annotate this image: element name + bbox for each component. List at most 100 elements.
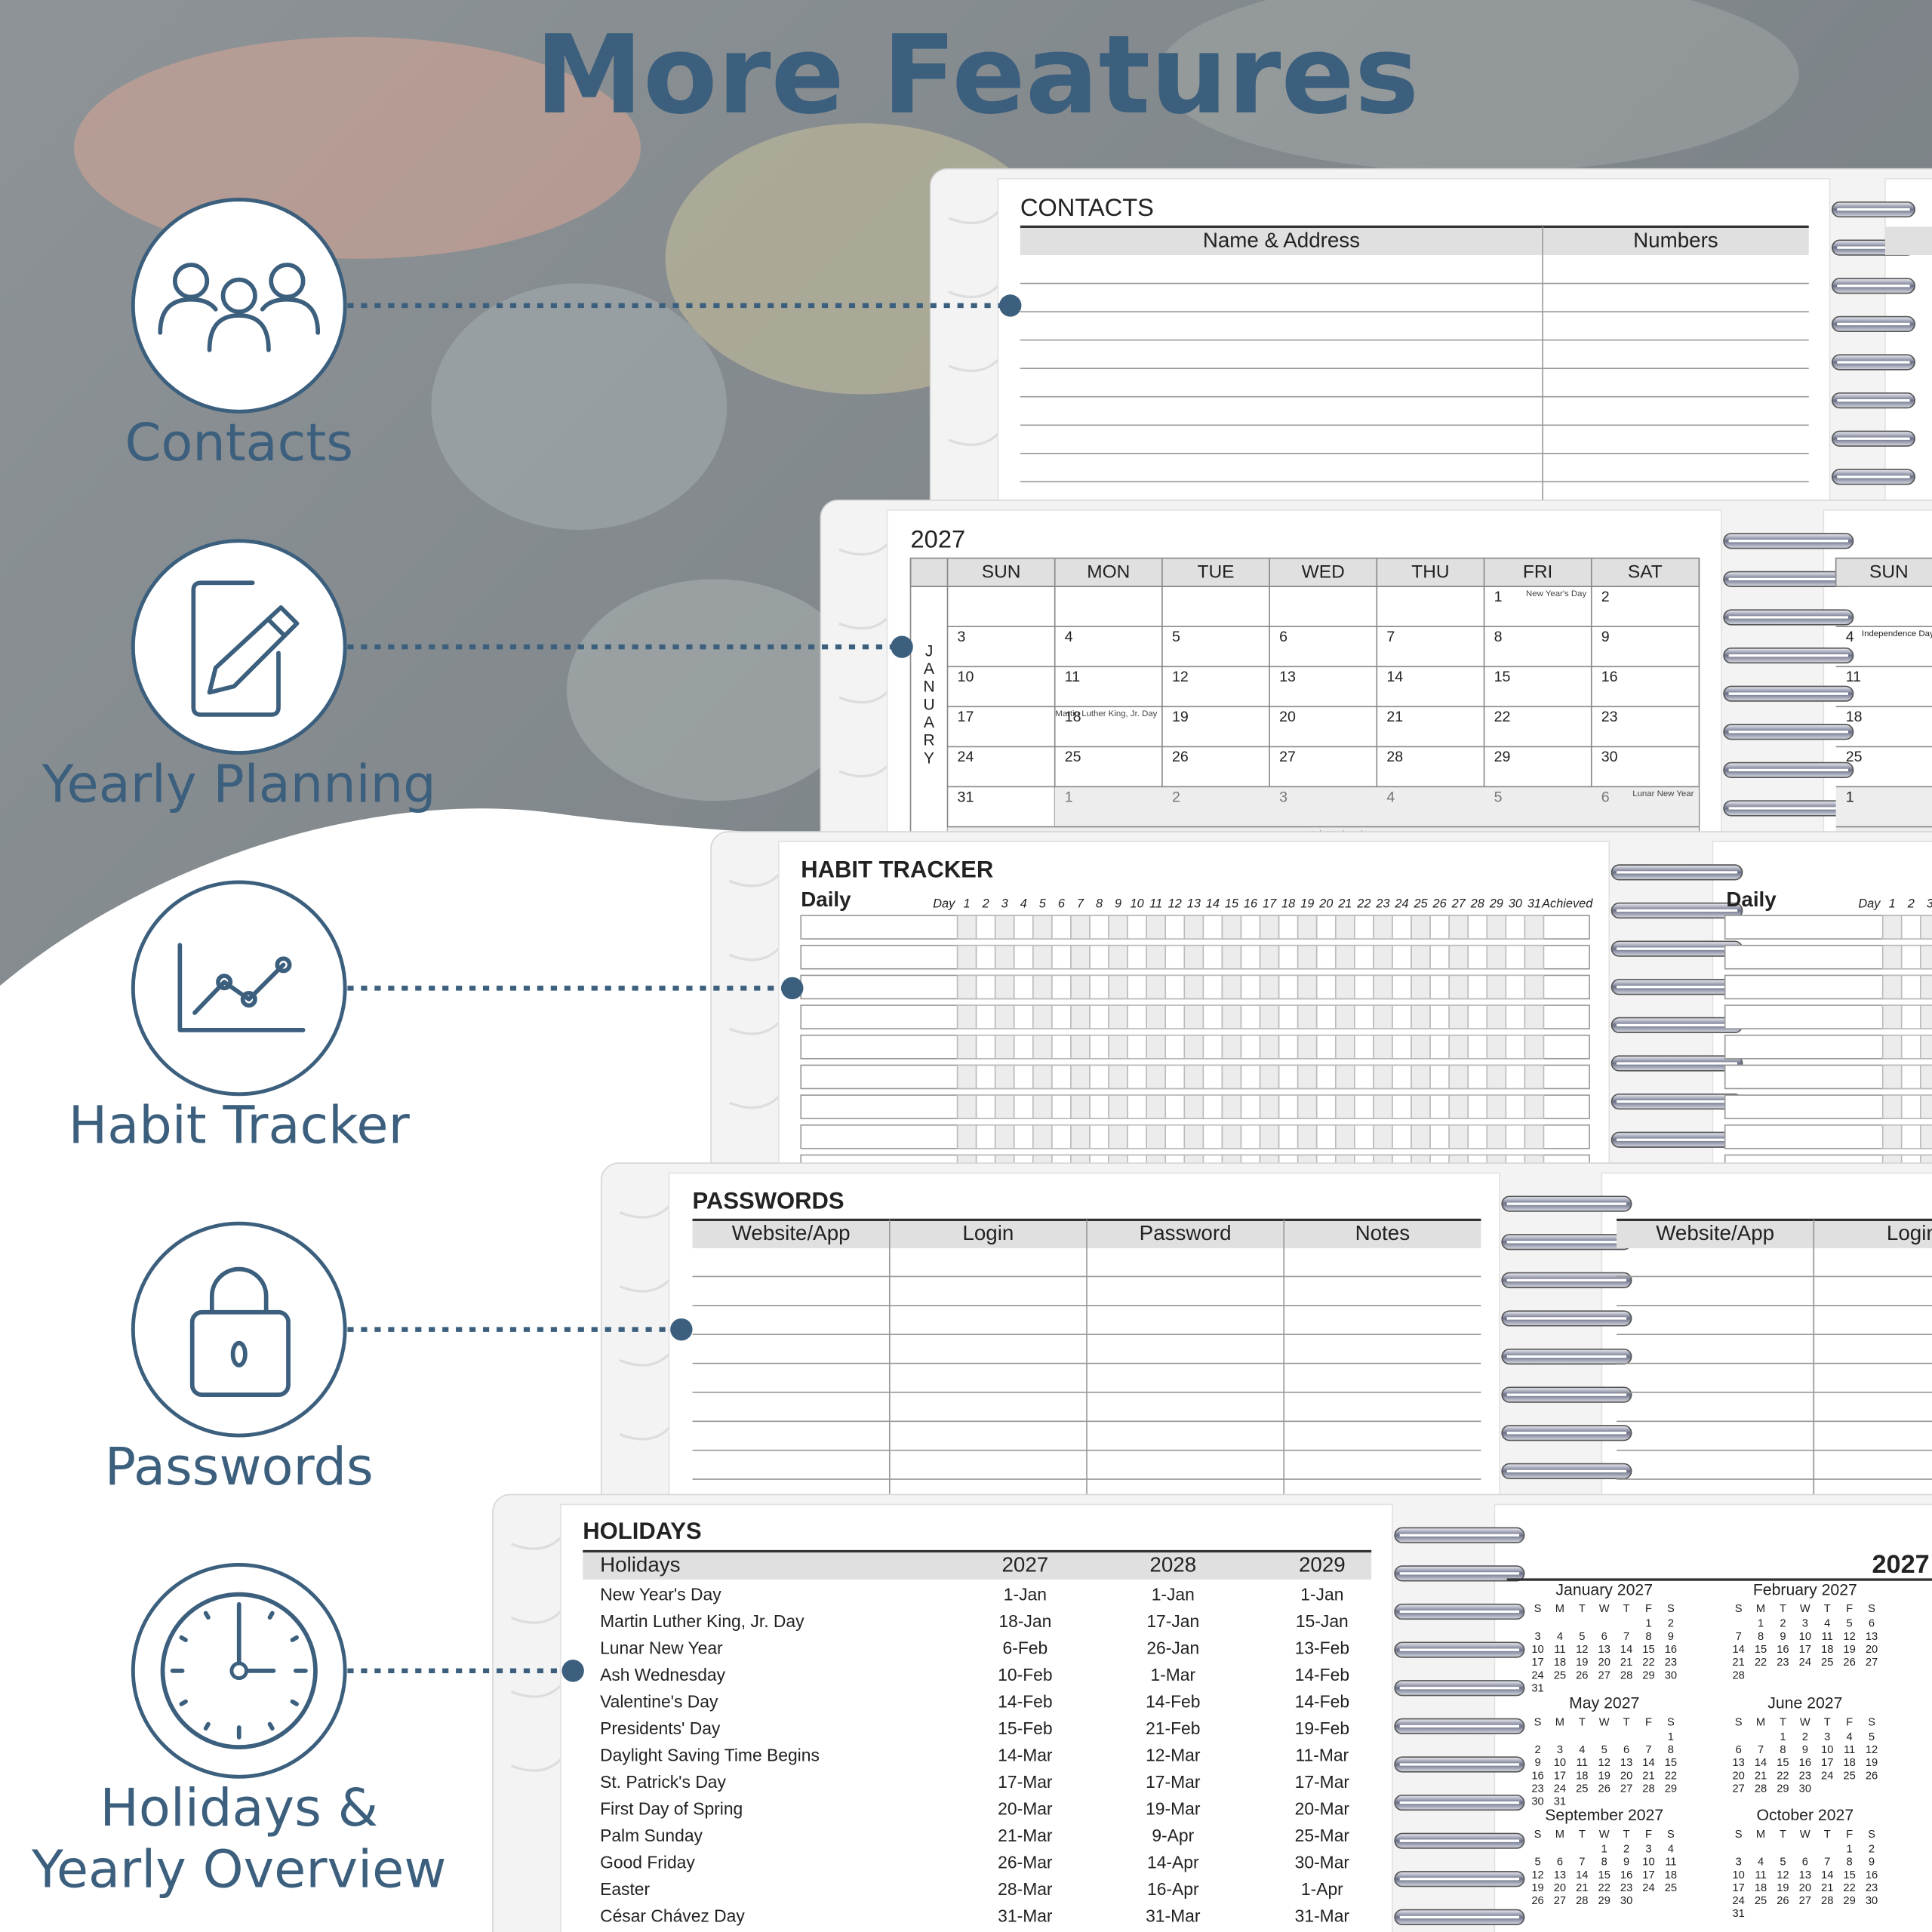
habit-cell [1467,1034,1488,1060]
habit-cell [1354,974,1374,1000]
habit-cell [1354,1004,1374,1029]
habit-cell [1919,1124,1932,1149]
mini-day: 21 [1620,1657,1632,1669]
mini-day: 18 [1576,1770,1588,1782]
mini-day: 11 [1577,1757,1588,1769]
mini-day: 25 [1665,1882,1677,1894]
holiday-date: 1-Mar [1150,1665,1195,1684]
mini-day: 25 [1576,1783,1588,1795]
day-number: 13 [1187,897,1201,911]
habit-cell [1202,1124,1223,1149]
icon-part [229,1661,248,1681]
icon-part [160,1592,318,1749]
mini-day: 22 [1843,1882,1855,1894]
habit-cell [1881,974,1903,1000]
habit-cell [1297,1124,1318,1149]
mini-day: 26 [1531,1895,1543,1907]
column-header: Holidays [600,1552,680,1576]
day-number: 24 [958,749,974,765]
day-number: 11 [1065,669,1080,685]
mini-day: 7 [1579,1857,1585,1869]
weekday: SUN [1869,562,1909,583]
habit-cell [1164,1034,1186,1060]
habit-cell [994,1094,1015,1119]
habit-cell [1315,1004,1337,1029]
column-header: Numbers [1633,228,1718,251]
mini-day: 15 [1755,1644,1767,1656]
day-number: 5 [1039,897,1047,911]
habit-cell [1183,915,1204,940]
habit-cell [1070,974,1091,1000]
habit-cell [1127,974,1148,1000]
habit-cell [956,1094,977,1119]
habit-cell [956,1064,977,1090]
holiday-date: 1-Jan [1152,1584,1195,1604]
habit-cell [1183,974,1204,1000]
other-month [1835,786,1932,827]
mini-day: 15 [1777,1757,1789,1769]
weekday-letter: T [1824,1716,1831,1728]
habit-cell [1467,1004,1488,1029]
weekday-letter: T [1623,1716,1630,1728]
habit-cell [1032,915,1053,940]
habit-cell [1881,944,1903,970]
holiday-name: Ash Wednesday [600,1665,726,1684]
mini-day: 4 [1557,1631,1563,1643]
habit-cell [1486,944,1507,970]
mini-day: 9 [1668,1631,1674,1643]
contacts-icon [158,263,321,352]
habit-cell [1505,1094,1526,1119]
habit-cell [1164,1124,1186,1149]
day-number: 17 [958,709,974,725]
habit-cell [1089,1064,1109,1090]
habit-cell [1448,1004,1469,1029]
habit-cell [1429,944,1450,970]
mini-day: 23 [1665,1657,1677,1669]
mini-day: 13 [1598,1644,1611,1656]
habit-cell [1013,1124,1034,1149]
habit-cell [1354,1094,1374,1119]
habit-cell [1334,1034,1355,1060]
habit-cell [1259,1004,1280,1029]
habit-cell [1127,1064,1148,1090]
habit-cell [1505,1034,1526,1060]
holiday-date: 28-Mar [998,1879,1053,1899]
habit-cell [1467,944,1488,970]
habit-cell [1259,1034,1280,1060]
column-header: Password [1140,1221,1232,1244]
habit-cell [1051,1064,1072,1090]
tab-edge [838,764,890,778]
day-note: Martin Luther King, Jr. Day [1055,709,1157,718]
habit-cell [1373,944,1393,970]
mini-day: 5 [1534,1857,1540,1869]
mini-day: 21 [1576,1882,1588,1894]
habit-cell [1524,915,1545,940]
day-number: 25 [1846,749,1863,765]
habit-cell [1127,1034,1148,1060]
day-number: 15 [1494,669,1511,685]
mini-day: 30 [1866,1895,1878,1907]
habit-cell [1900,974,1921,1000]
habit-cell [1467,915,1488,940]
mini-day: 14 [1642,1757,1654,1769]
day-number: 2 [982,897,989,911]
habit-cell [1032,1124,1053,1149]
habit-cell [1259,974,1280,1000]
mini-day: 5 [1780,1857,1786,1869]
mini-day: 26 [1777,1895,1789,1907]
habit-cell [1221,1034,1242,1060]
holiday-name: Presidents' Day [600,1718,721,1738]
section-label: Daily [1726,888,1777,911]
habit-cell [1202,1064,1223,1090]
mini-day: 19 [1598,1770,1611,1782]
icon-part [230,1340,248,1367]
mini-day: 29 [1598,1895,1611,1907]
habit-cell [1486,1034,1507,1060]
holiday-date: 17-Jan [1146,1611,1199,1631]
habit-cell [1278,1064,1299,1090]
mini-day: 4 [1758,1857,1764,1869]
holiday-date: 31-Mar [1295,1906,1350,1925]
habit-cell [1240,1034,1261,1060]
habit-cell [1486,1004,1507,1029]
day-number: 28 [1470,897,1484,911]
